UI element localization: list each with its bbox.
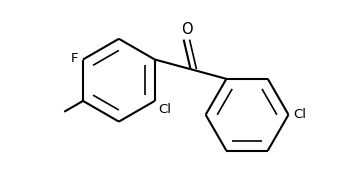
Text: Cl: Cl xyxy=(159,103,172,116)
Text: F: F xyxy=(70,52,78,65)
Text: Cl: Cl xyxy=(293,108,306,121)
Text: O: O xyxy=(181,22,192,37)
